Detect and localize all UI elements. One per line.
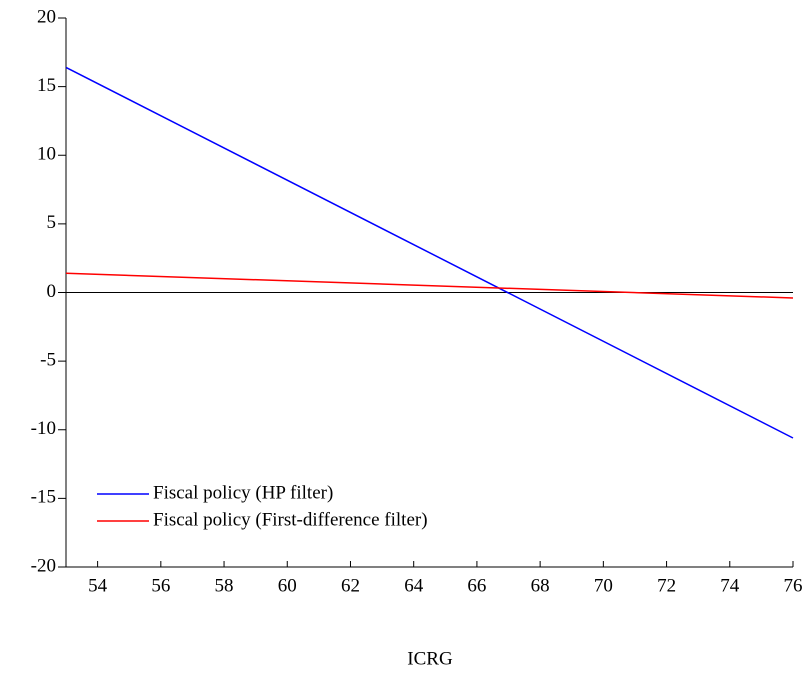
x-tick-label: 76 — [784, 575, 803, 596]
series-line — [65, 272, 794, 299]
x-tick-label: 64 — [404, 575, 424, 596]
y-tick-label: 10 — [37, 144, 56, 165]
x-tick-label: 58 — [215, 575, 234, 596]
x-tick-label: 68 — [531, 575, 550, 596]
series-line — [65, 66, 794, 439]
legend-label: Fiscal policy (First-difference filter) — [153, 509, 428, 530]
y-tick-label: 15 — [37, 75, 56, 96]
y-tick-label: -10 — [31, 418, 56, 439]
x-tick-label: 60 — [278, 575, 297, 596]
legend-label: Fiscal policy (HP filter) — [153, 482, 333, 503]
y-tick-label: -20 — [31, 555, 56, 576]
x-tick-label: 74 — [720, 575, 740, 596]
y-tick-label: 5 — [47, 212, 57, 233]
y-tick-label: 20 — [37, 6, 56, 27]
x-tick-label: 66 — [467, 575, 486, 596]
x-tick-label: 72 — [657, 575, 676, 596]
y-tick-label: -5 — [40, 349, 56, 370]
x-axis-label: ICRG — [407, 648, 453, 669]
x-tick-label: 56 — [151, 575, 170, 596]
x-tick-label: 70 — [594, 575, 613, 596]
x-tick-label: 62 — [341, 575, 360, 596]
y-tick-label: -15 — [31, 487, 56, 508]
y-tick-label: 0 — [47, 281, 57, 302]
x-tick-label: 54 — [88, 575, 108, 596]
